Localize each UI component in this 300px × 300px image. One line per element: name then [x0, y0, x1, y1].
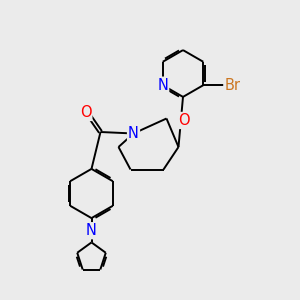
Text: N: N: [86, 223, 97, 238]
Text: O: O: [80, 105, 91, 120]
Text: N: N: [128, 126, 139, 141]
Text: Br: Br: [224, 78, 240, 93]
Text: O: O: [178, 113, 190, 128]
Text: N: N: [157, 78, 168, 93]
